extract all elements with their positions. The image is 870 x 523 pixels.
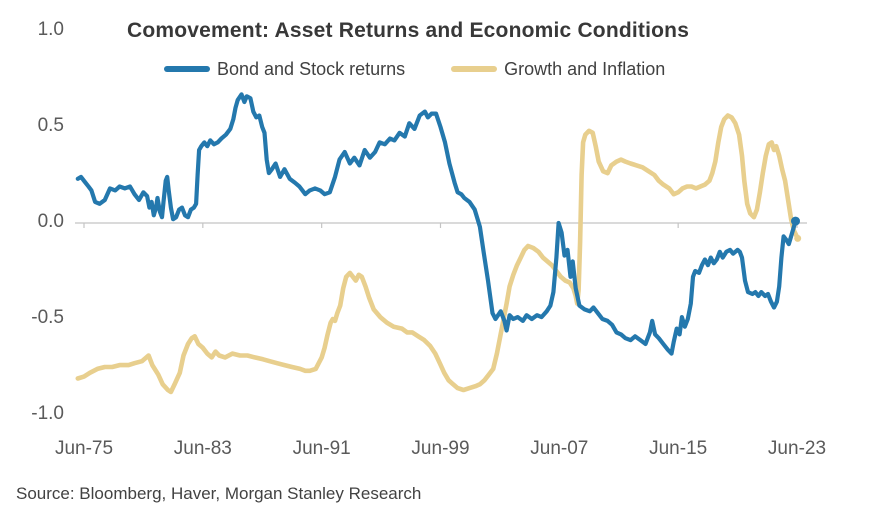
x-axis-label: Jun-07 xyxy=(530,438,589,459)
legend-item-growth-inflation: Growth and Inflation xyxy=(451,58,665,80)
bond-stock-line xyxy=(75,92,798,356)
x-axis-label: Jun-75 xyxy=(54,438,114,459)
growth-inflation-end-dot xyxy=(794,234,802,242)
x-axis-labels: Jun-75 Jun-83 Jun-91 Jun-99 Jun-07 Jun-15 Jun-… xyxy=(0,438,870,462)
legend: Bond and Stock returns Growth and Inflat… xyxy=(164,58,665,80)
legend-label-growth-inflation: Growth and Inflation xyxy=(504,58,666,79)
legend-label-bond-stock: Bond and Stock returns xyxy=(217,58,406,79)
bond-stock-end-dot xyxy=(791,216,800,226)
y-axis-label: -1.0 xyxy=(31,403,64,425)
y-axis-label: 0.0 xyxy=(37,211,64,233)
y-axis-label: 1.0 xyxy=(37,19,64,41)
x-axis-label: Jun-99 xyxy=(411,438,470,459)
y-axis-label: 0.5 xyxy=(37,115,64,137)
y-axis-label: -0.5 xyxy=(31,307,64,329)
x-axis-ticks xyxy=(83,223,798,228)
legend-item-bond-stock: Bond and Stock returns xyxy=(164,58,405,80)
growth-inflation-line-swatch-icon xyxy=(451,66,498,72)
growth-inflation-line xyxy=(75,113,801,395)
x-axis-label: Jun-83 xyxy=(173,438,232,459)
x-axis-label: Jun-15 xyxy=(649,438,708,459)
x-axis-label: Jun-23 xyxy=(767,438,827,459)
x-axis-label: Jun-91 xyxy=(292,438,351,459)
source-note: Source: Bloomberg, Haver, Morgan Stanley… xyxy=(16,484,422,503)
bond-stock-line-swatch-icon xyxy=(164,66,210,72)
chart-title: Comovement: Asset Returns and Economic C… xyxy=(127,19,690,42)
y-axis-labels: 1.0 0.5 0.0 -0.5 -1.0 xyxy=(0,0,64,470)
